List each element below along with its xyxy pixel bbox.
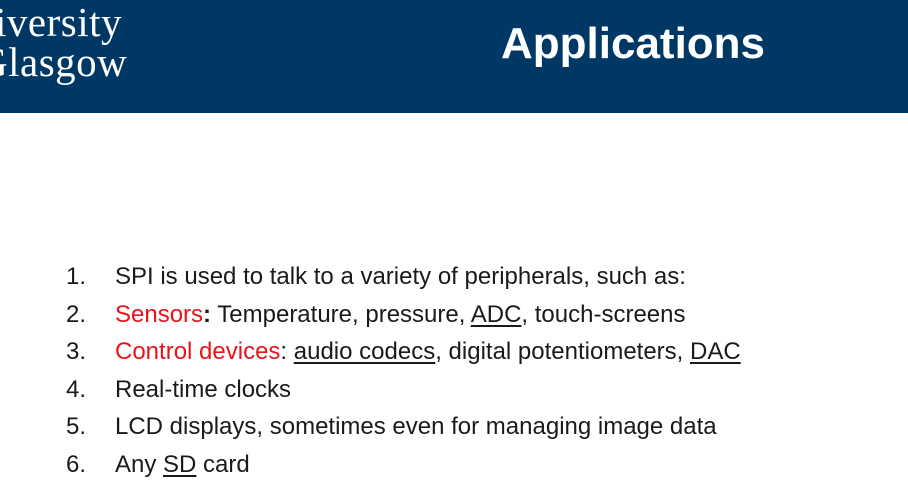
item-text: SPI is used to talk to a variety of peri… <box>115 263 686 290</box>
item-text: : <box>280 338 294 366</box>
list-item: 5. LCD displays, sometimes even for manag… <box>66 408 741 446</box>
item-number: 5. <box>66 413 87 441</box>
slide-title: Applications <box>501 19 766 68</box>
dac-link[interactable]: DAC <box>690 338 741 366</box>
item-text: LCD displays, sometimes even for managin… <box>115 413 717 441</box>
item-text: Any <box>115 450 164 478</box>
applications-list: 1. SPI is used to talk to a variety of pe… <box>66 258 741 484</box>
item-number: 6. <box>66 450 87 478</box>
university-logo: niversity Glasgow <box>0 0 128 85</box>
item-text: Temperature, pressure, <box>211 300 471 328</box>
list-item: 6. Any SD card <box>66 446 741 484</box>
list-item: 2. Sensors: Temperature, pressure, ADC, t… <box>66 296 741 334</box>
list-item: 4. Real-time clocks <box>66 371 741 409</box>
item-text: card <box>196 450 250 478</box>
logo-line-1: niversity <box>0 0 122 45</box>
control-devices-term: Control devices <box>115 338 281 366</box>
item-text: , touch-screens <box>521 300 686 328</box>
item-text: Real-time clocks <box>115 375 292 403</box>
item-number: 1. <box>66 263 87 290</box>
colon: : <box>203 300 212 328</box>
header-bar: niversity Glasgow Applications <box>0 0 908 113</box>
item-number: 4. <box>66 375 87 403</box>
item-number: 3. <box>66 338 87 366</box>
sd-link[interactable]: SD <box>163 450 197 478</box>
sensors-term: Sensors <box>115 300 204 328</box>
logo-line-2: Glasgow <box>0 39 128 85</box>
adc-link[interactable]: ADC <box>470 300 522 328</box>
list-item: 1. SPI is used to talk to a variety of pe… <box>66 258 741 296</box>
item-text: , digital potentiometers, <box>435 338 691 366</box>
list-item: 3. Control devices: audio codecs, digital… <box>66 333 741 371</box>
audio-codecs-link[interactable]: audio codecs <box>293 338 436 366</box>
item-number: 2. <box>66 300 87 328</box>
